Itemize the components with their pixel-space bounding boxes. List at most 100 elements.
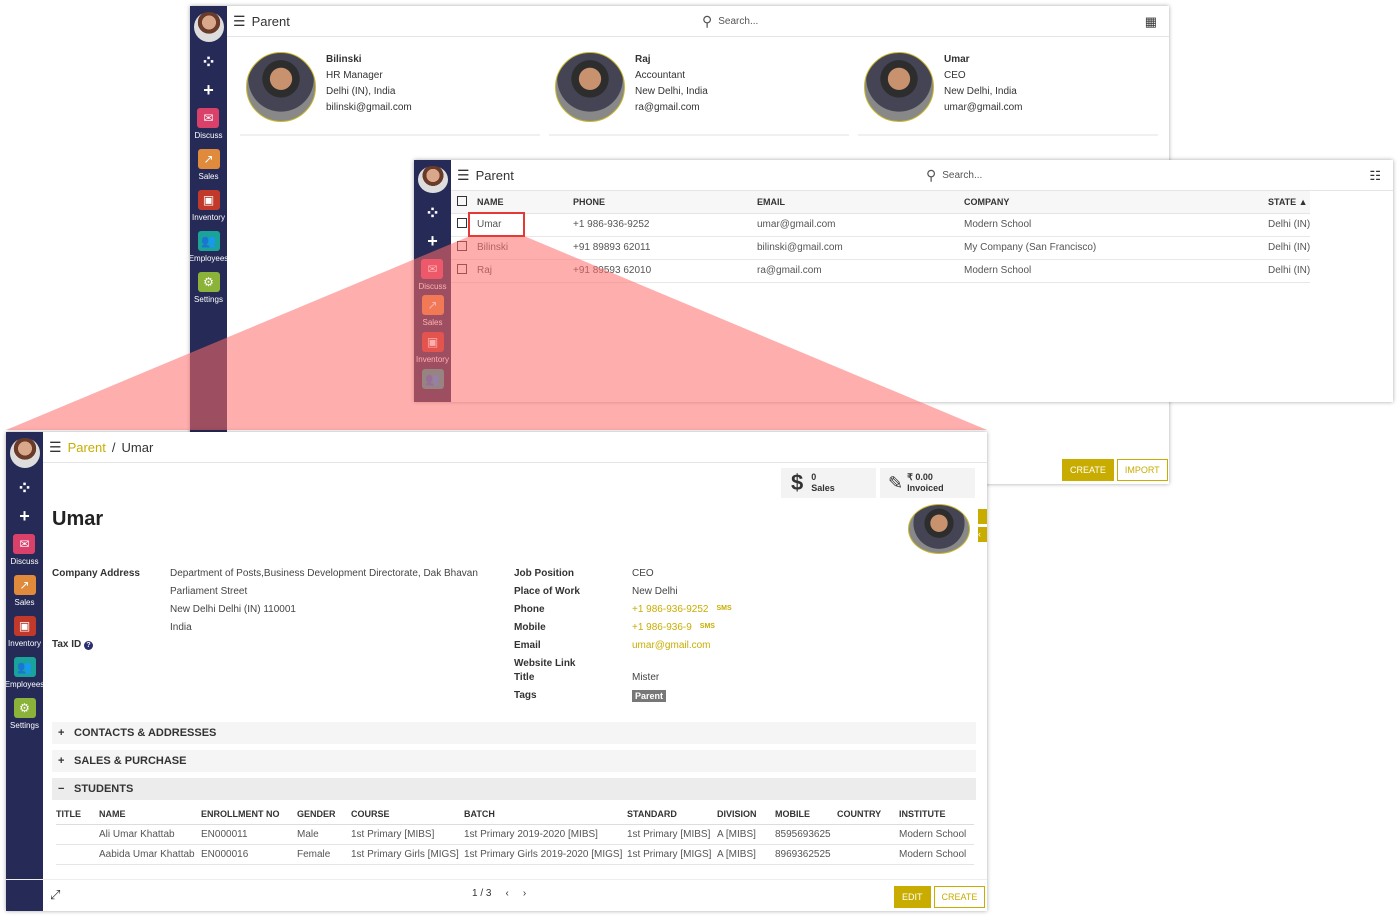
collapse-icon[interactable]: ‹ bbox=[978, 527, 987, 542]
sidebar-item-sales[interactable]: ↗Sales bbox=[13, 575, 36, 612]
plus-icon[interactable]: + bbox=[427, 230, 438, 251]
select-all-checkbox[interactable] bbox=[457, 195, 467, 206]
edit-button[interactable]: EDIT bbox=[894, 886, 931, 908]
column-header-enrollment-no[interactable]: ENROLLMENT NO bbox=[201, 804, 297, 825]
breadcrumb-parent[interactable]: Parent bbox=[67, 439, 106, 455]
help-icon[interactable]: ? bbox=[84, 641, 94, 650]
cell: 1st Primary Girls [MIGS] bbox=[351, 844, 464, 865]
cell: ra@gmail.com bbox=[757, 259, 964, 283]
card-name: Raj bbox=[635, 54, 651, 65]
search-input[interactable]: ⚲ Search... bbox=[702, 13, 759, 29]
users-icon: 👥 bbox=[13, 657, 36, 677]
cell: Delhi (IN) bbox=[1268, 213, 1311, 237]
tag-badge[interactable]: Parent bbox=[632, 690, 667, 702]
cell: Male bbox=[297, 824, 351, 845]
plus-icon[interactable]: + bbox=[19, 506, 30, 526]
cell: My Company (San Francisco) bbox=[964, 236, 1268, 260]
previous-record-icon[interactable]: ‹ bbox=[505, 888, 509, 899]
invoiced-smart-button[interactable]: ✎ ₹ 0.00 Invoiced bbox=[880, 468, 975, 498]
cell: Modern School bbox=[899, 824, 974, 845]
section-sales-purchase[interactable]: + SALES & PURCHASE bbox=[52, 750, 976, 772]
cell: 1st Primary [MIGS] bbox=[627, 844, 717, 865]
kanban-card[interactable]: Umar CEO New Delhi, India umar@gmail.com bbox=[858, 48, 1158, 136]
import-button[interactable]: IMPORT bbox=[1116, 459, 1168, 481]
sms-button[interactable]: SMS bbox=[716, 605, 732, 612]
sidebar-item-employees[interactable]: 👥 Employees bbox=[6, 657, 44, 694]
cell bbox=[837, 844, 899, 865]
column-header-state[interactable]: STATE ▲ bbox=[1268, 191, 1311, 214]
sidebar-item-sales[interactable]: ↗Sales bbox=[197, 149, 220, 186]
column-header-gender[interactable]: GENDER bbox=[297, 804, 351, 825]
pager-value: 1 / 3 bbox=[472, 888, 492, 899]
column-header-title[interactable]: TITLE bbox=[56, 804, 99, 825]
search-icon: ⚲ bbox=[926, 167, 937, 183]
row-checkbox[interactable] bbox=[457, 218, 467, 228]
menu-icon[interactable]: ☰ bbox=[49, 438, 62, 455]
card-location: New Delhi, India bbox=[944, 86, 1017, 97]
search-input[interactable]: ⚲ Search... bbox=[926, 167, 983, 183]
field-place-of-work: Place of Work New Delhi bbox=[514, 586, 678, 597]
apps-icon[interactable]: ⁘ bbox=[424, 202, 441, 223]
kanban-card[interactable]: Raj Accountant New Delhi, India ra@gmail.co… bbox=[549, 48, 849, 136]
column-header-standard[interactable]: STANDARD bbox=[627, 804, 717, 825]
plus-icon[interactable]: + bbox=[203, 80, 214, 100]
menu-icon[interactable]: ☰ bbox=[233, 12, 246, 29]
selected-row-highlight bbox=[468, 212, 525, 237]
gear-icon: ⚙ bbox=[197, 272, 220, 292]
column-header-batch[interactable]: BATCH bbox=[464, 804, 627, 825]
cell bbox=[56, 844, 99, 865]
cell: Female bbox=[297, 844, 351, 865]
dollar-icon: $ bbox=[791, 470, 804, 495]
search-icon: ⚲ bbox=[702, 13, 713, 29]
column-header-country[interactable]: COUNTRY bbox=[837, 804, 899, 825]
edit-icon: ✎ bbox=[888, 472, 904, 493]
user-avatar[interactable] bbox=[193, 12, 224, 42]
create-button[interactable]: CREATE bbox=[933, 886, 986, 908]
section-contacts[interactable]: + CONTACTS & ADDRESSES bbox=[52, 722, 976, 744]
menu-icon[interactable]: ☰ bbox=[457, 166, 470, 183]
user-avatar[interactable] bbox=[9, 438, 40, 468]
column-header-name[interactable]: NAME bbox=[99, 804, 201, 825]
column-header-course[interactable]: COURSE bbox=[351, 804, 464, 825]
sidebar-item-inventory[interactable]: ▣Inventory bbox=[8, 616, 41, 653]
sms-button[interactable]: SMS bbox=[699, 623, 715, 630]
sidebar-item-discuss[interactable]: ✉Discuss bbox=[10, 534, 39, 571]
kanban-card[interactable]: Bilinski HR Manager Delhi (IN), India bilin… bbox=[240, 48, 540, 136]
expand-icon[interactable]: ⤢ bbox=[50, 887, 61, 902]
column-header-institute[interactable]: INSTITUTE bbox=[899, 804, 974, 825]
sidebar: ⁘ + ✉ Discuss ↗ Sales ▣ Inventory 👥 Employees ⚙ Set… bbox=[6, 432, 44, 911]
page-title: Parent bbox=[475, 167, 514, 183]
table-row[interactable]: Ali Umar Khattab EN000011 Male 1st Primary … bbox=[56, 824, 974, 845]
column-header-company[interactable]: COMPANY bbox=[964, 191, 1268, 214]
sidebar-item-discuss[interactable]: ✉Discuss bbox=[194, 108, 223, 145]
box-icon: ▣ bbox=[197, 190, 220, 210]
apps-icon[interactable]: ⁘ bbox=[200, 52, 217, 72]
card-job: Accountant bbox=[635, 70, 686, 81]
sidebar-item-settings[interactable]: ⚙ Settings bbox=[10, 698, 39, 735]
sidebar-item-settings[interactable]: ⚙ Settings bbox=[194, 272, 223, 309]
column-header-email[interactable]: EMAIL bbox=[757, 191, 964, 214]
sidebar: ⁘ + ✉ Discuss ↗ Sales ▣ Inventory 👥 Employees ⚙ Set… bbox=[190, 6, 228, 484]
table-row[interactable]: Aabida Umar Khattab EN000016 Female 1st Pri… bbox=[56, 844, 974, 865]
column-header-phone[interactable]: PHONE bbox=[573, 191, 757, 214]
cell: Aabida Umar Khattab bbox=[99, 844, 201, 865]
column-header-mobile[interactable]: MOBILE bbox=[775, 804, 837, 825]
cell: EN000011 bbox=[201, 824, 297, 845]
apps-icon[interactable]: ⁘ bbox=[16, 478, 33, 498]
sidebar-item-inventory[interactable]: ▣Inventory bbox=[192, 190, 225, 227]
next-record-icon[interactable]: › bbox=[522, 888, 527, 899]
box-icon: ▣ bbox=[13, 616, 36, 636]
section-students[interactable]: − STUDENTS bbox=[52, 778, 976, 800]
create-button[interactable]: CREATE bbox=[1062, 459, 1114, 481]
chat-toggle-icon[interactable] bbox=[978, 509, 987, 524]
avatar bbox=[864, 52, 934, 122]
cell: 1st Primary 2019-2020 [MIBS] bbox=[464, 824, 627, 845]
column-header-division[interactable]: DIVISION bbox=[717, 804, 775, 825]
sidebar-item-employees[interactable]: 👥 Employees bbox=[190, 231, 228, 268]
sales-smart-button[interactable]: $ 0 Sales bbox=[781, 468, 876, 498]
kanban-view-icon[interactable]: ▦ bbox=[1144, 14, 1157, 29]
user-avatar[interactable] bbox=[417, 166, 448, 193]
list-view-icon[interactable]: ☷ bbox=[1369, 168, 1381, 183]
partner-image[interactable] bbox=[908, 504, 970, 554]
